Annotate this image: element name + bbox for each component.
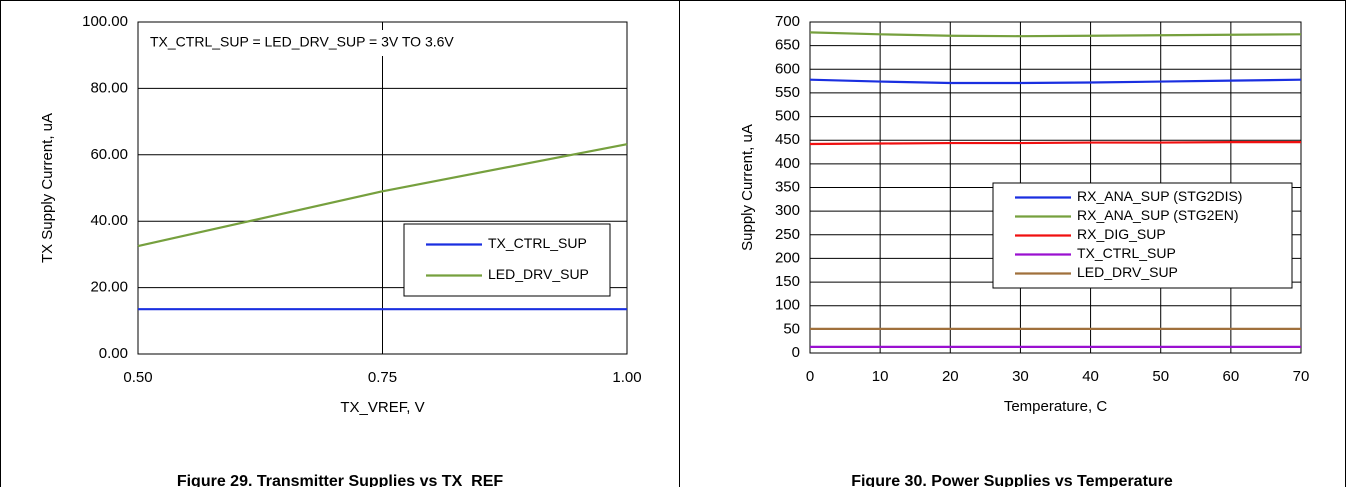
legend-label: TX_CTRL_SUP <box>488 235 587 251</box>
y-tick-label: 200 <box>775 249 800 266</box>
annotation: TX_CTRL_SUP = LED_DRV_SUP = 3V TO 3.6V <box>150 34 454 50</box>
y-tick-label: 0 <box>792 344 800 361</box>
x-tick-label: 0 <box>806 368 814 385</box>
y-tick-label: 80.00 <box>90 79 128 96</box>
y-tick-label: 550 <box>775 84 800 101</box>
legend-box <box>403 223 611 297</box>
legend-label: TX_CTRL_SUP <box>1077 245 1176 261</box>
legend-label: LED_DRV_SUP <box>488 266 589 282</box>
y-tick-label: 650 <box>775 37 800 54</box>
figure-caption: Figure 29. Transmitter Supplies vs TX_RE… <box>177 473 504 487</box>
series-line <box>809 141 1301 146</box>
legend-label: RX_DIG_SUP <box>1077 226 1166 242</box>
x-tick-label: 40 <box>1082 368 1099 385</box>
x-tick-label: 10 <box>872 368 889 385</box>
legend-label: RX_ANA_SUP (STG2DIS) <box>1077 188 1242 204</box>
legend-label: RX_ANA_SUP (STG2EN) <box>1077 207 1239 223</box>
y-axis-title: Supply Current, uA <box>739 124 756 251</box>
y-tick-label: 50 <box>783 320 800 337</box>
series-line <box>809 31 1302 38</box>
y-tick-label: 100.00 <box>82 13 128 30</box>
y-tick-label: 500 <box>775 108 800 125</box>
y-tick-label: 250 <box>775 226 800 243</box>
y-tick-label: 350 <box>775 178 800 195</box>
y-tick-label: 450 <box>775 131 800 148</box>
y-tick-label: 100 <box>775 297 800 314</box>
y-tick-label: 20.00 <box>90 279 128 296</box>
series-line <box>137 143 628 248</box>
y-tick-label: 0.00 <box>99 345 128 362</box>
x-tick-label: 0.50 <box>123 369 152 386</box>
x-tick-label: 30 <box>1012 368 1029 385</box>
x-tick-label: 0.75 <box>368 369 397 386</box>
annotation-bg <box>148 30 448 56</box>
y-tick-label: 400 <box>775 155 800 172</box>
x-tick-label: 60 <box>1223 368 1240 385</box>
y-axis-title: TX Supply Current, uA <box>39 113 56 263</box>
y-tick-label: 150 <box>775 273 800 290</box>
x-axis-title: TX_VREF, V <box>340 399 424 416</box>
series-line <box>809 78 1302 85</box>
x-tick-label: 50 <box>1152 368 1169 385</box>
x-tick-label: 20 <box>942 368 959 385</box>
y-tick-label: 700 <box>775 13 800 30</box>
x-tick-label: 70 <box>1293 368 1310 385</box>
y-tick-label: 300 <box>775 202 800 219</box>
y-tick-label: 600 <box>775 60 800 77</box>
x-axis-title: Temperature, C <box>1004 398 1108 415</box>
y-tick-label: 40.00 <box>90 212 128 229</box>
legend-label: LED_DRV_SUP <box>1077 264 1178 280</box>
figure-caption: Figure 30. Power Supplies vs Temperature <box>851 473 1173 487</box>
y-tick-label: 60.00 <box>90 146 128 163</box>
x-tick-label: 1.00 <box>612 369 641 386</box>
